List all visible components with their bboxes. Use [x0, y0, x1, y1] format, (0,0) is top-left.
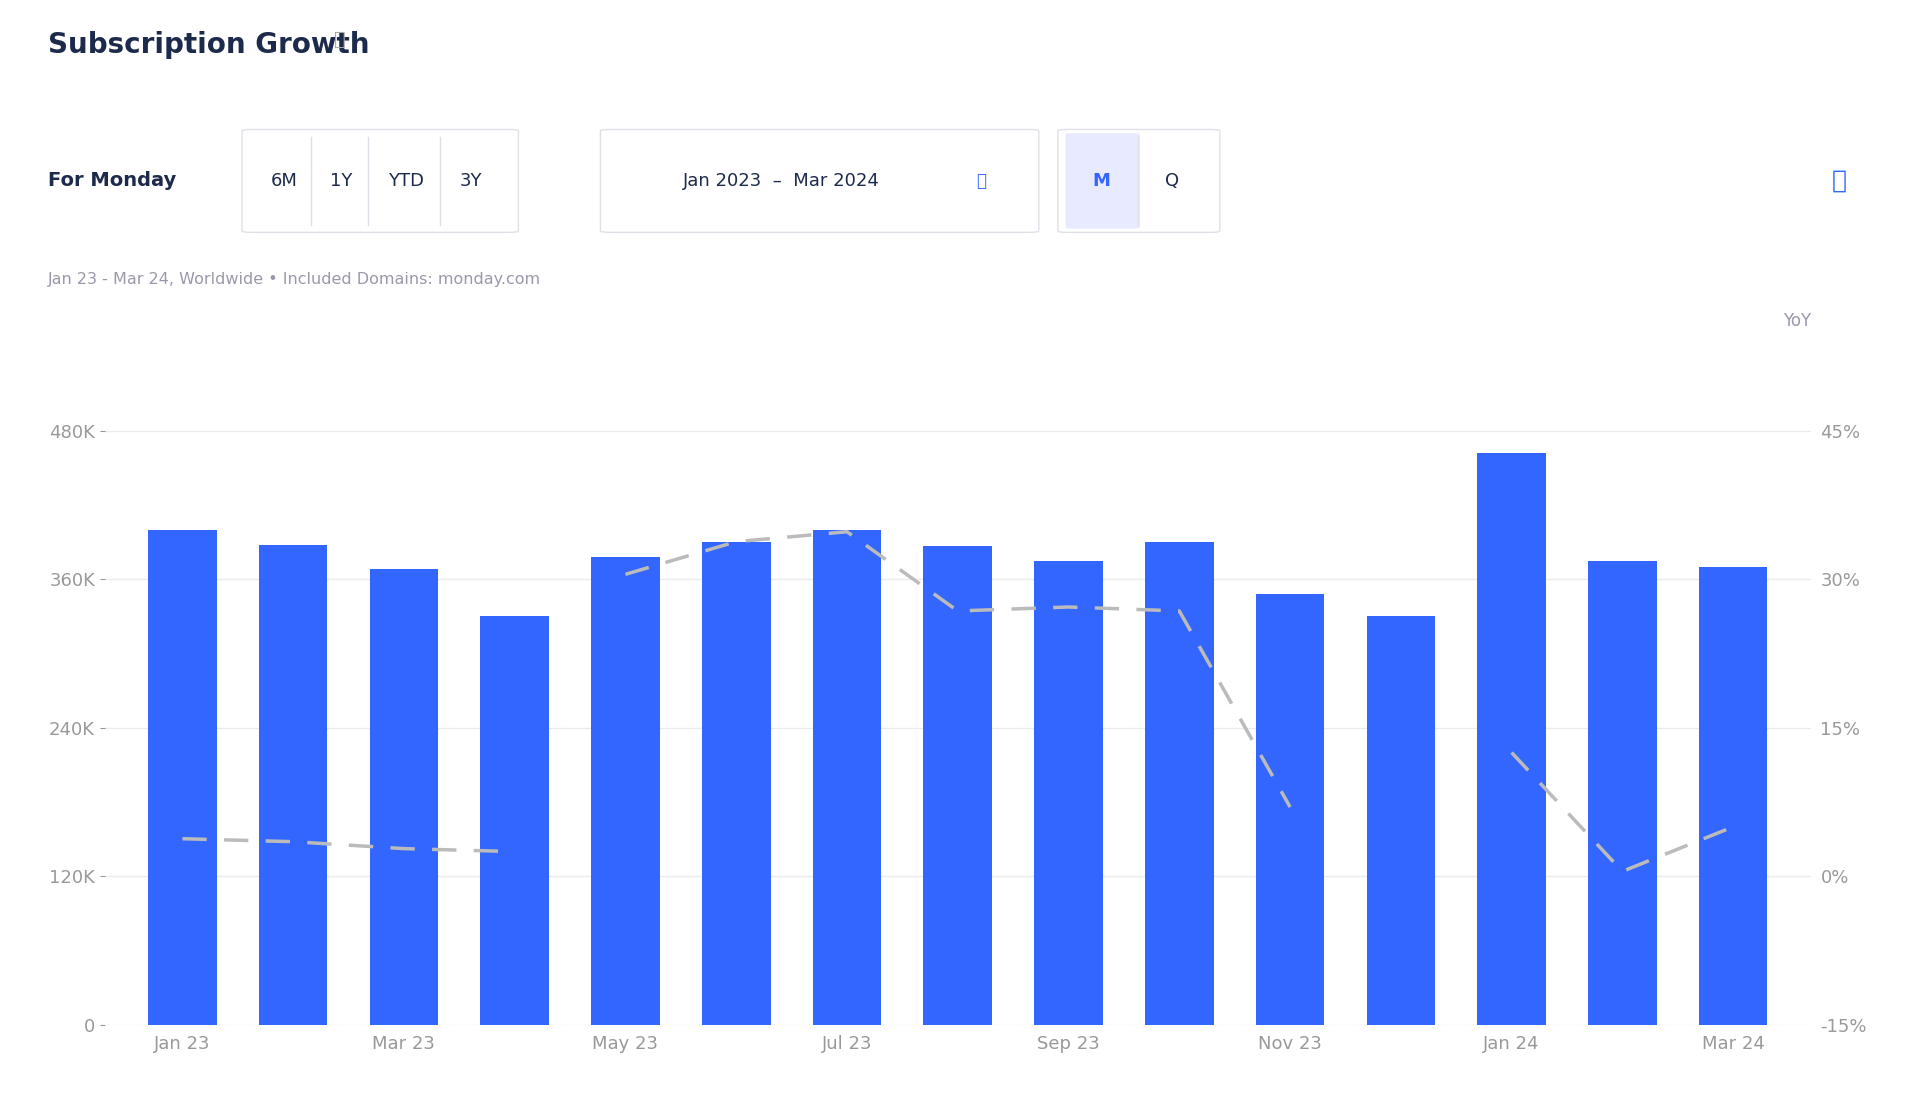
Text: YTD: YTD — [389, 172, 423, 189]
Text: ⓘ: ⓘ — [333, 30, 345, 49]
Bar — [1366, 616, 1434, 1025]
FancyBboxPatch shape — [1065, 134, 1139, 228]
Text: For Monday: For Monday — [48, 172, 175, 190]
Bar — [370, 569, 438, 1025]
Bar — [922, 546, 993, 1025]
Text: 6M: 6M — [271, 172, 297, 189]
Text: YoY: YoY — [1781, 312, 1810, 330]
Bar — [1145, 543, 1213, 1025]
Text: 1Y: 1Y — [330, 172, 352, 189]
Text: 📅: 📅 — [975, 172, 987, 189]
Bar — [1697, 567, 1766, 1025]
Bar — [480, 616, 549, 1025]
Bar — [1034, 560, 1103, 1025]
Text: Subscription Growth: Subscription Growth — [48, 31, 370, 59]
Text: Q: Q — [1164, 172, 1179, 189]
Bar — [1255, 594, 1324, 1025]
Bar — [701, 543, 770, 1025]
Bar — [812, 530, 880, 1025]
Text: 3Y: 3Y — [459, 172, 482, 189]
FancyBboxPatch shape — [242, 129, 518, 233]
Text: M: M — [1092, 172, 1111, 189]
Text: Jan 23 - Mar 24, Worldwide • Included Domains: monday.com: Jan 23 - Mar 24, Worldwide • Included Do… — [48, 272, 541, 287]
Bar — [1587, 560, 1655, 1025]
FancyBboxPatch shape — [600, 129, 1038, 233]
Text: Jan 2023  –  Mar 2024: Jan 2023 – Mar 2024 — [682, 172, 880, 189]
Text: 📊: 📊 — [1831, 169, 1846, 193]
FancyBboxPatch shape — [1057, 129, 1219, 233]
Bar — [591, 557, 659, 1025]
Bar — [259, 545, 328, 1025]
Bar — [149, 530, 217, 1025]
Bar — [1476, 453, 1545, 1025]
